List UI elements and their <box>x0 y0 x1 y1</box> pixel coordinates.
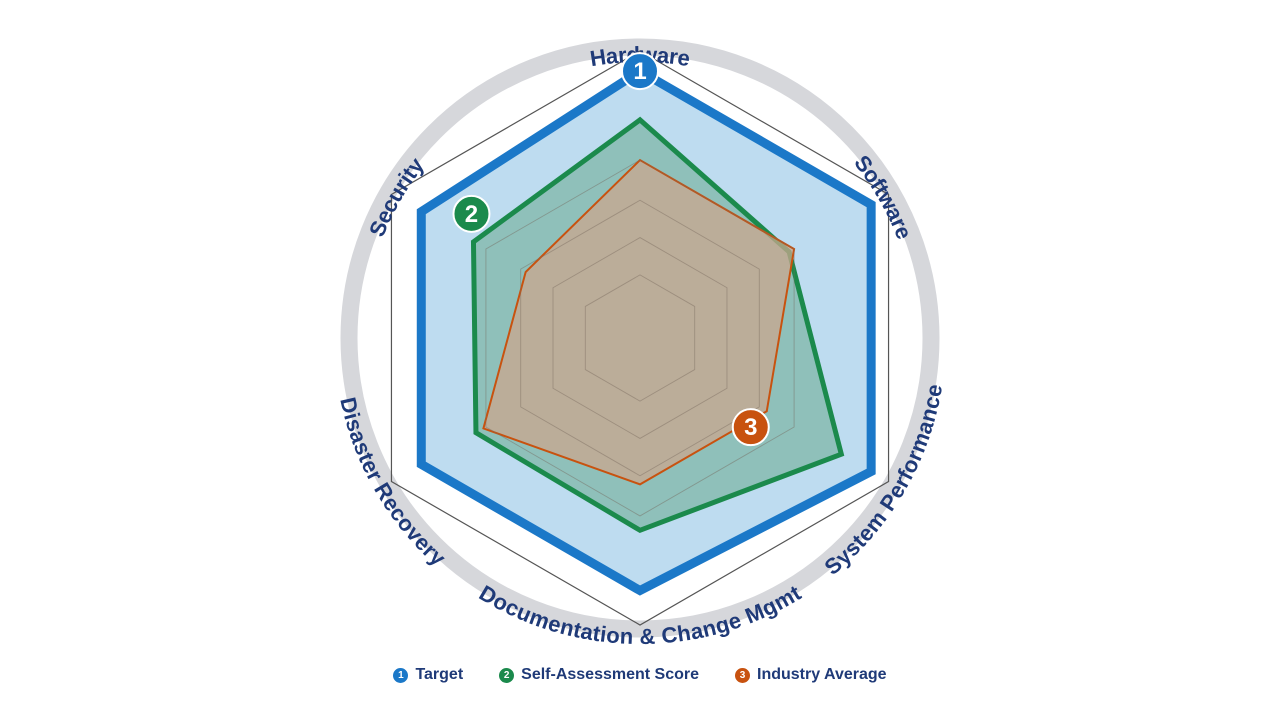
legend-marker: 3 <box>735 667 751 683</box>
outer-ring <box>340 38 940 638</box>
series-areas <box>416 65 876 596</box>
legend-marker: 1 <box>393 667 409 683</box>
series-area-industry-average <box>482 158 796 486</box>
grid-ring-overlay <box>584 274 696 402</box>
svg-text:3: 3 <box>744 414 757 441</box>
legend-item-self-assessment-score: 2 Self-Assessment Score <box>499 666 699 684</box>
radar-chart: HardwareSoftwareSystem PerformanceDocume… <box>335 38 947 649</box>
legend-item-target: 1 Target <box>393 666 463 684</box>
series-marker-2: 2 <box>452 194 491 233</box>
grid-ring-overlay <box>520 199 760 477</box>
svg-text:1: 1 <box>633 58 646 85</box>
legend-label: Industry Average <box>757 666 887 683</box>
series-marker-3: 3 <box>731 408 770 447</box>
legend: 1 Target 2 Self-Assessment Score 3 Industry A… <box>0 666 1280 684</box>
series-markers: 1 2 3 <box>452 52 770 447</box>
series-marker-1: 1 <box>621 52 659 91</box>
legend-marker: 2 <box>499 667 515 683</box>
grid-ring-overlay <box>552 237 728 439</box>
grid-ring <box>390 50 890 626</box>
legend-item-industry-average: 3 Industry Average <box>735 666 887 684</box>
legend-label: Target <box>415 666 464 683</box>
svg-text:2: 2 <box>465 201 478 228</box>
legend-label: Self-Assessment Score <box>521 666 700 683</box>
grid-ring-overlay <box>485 159 795 517</box>
